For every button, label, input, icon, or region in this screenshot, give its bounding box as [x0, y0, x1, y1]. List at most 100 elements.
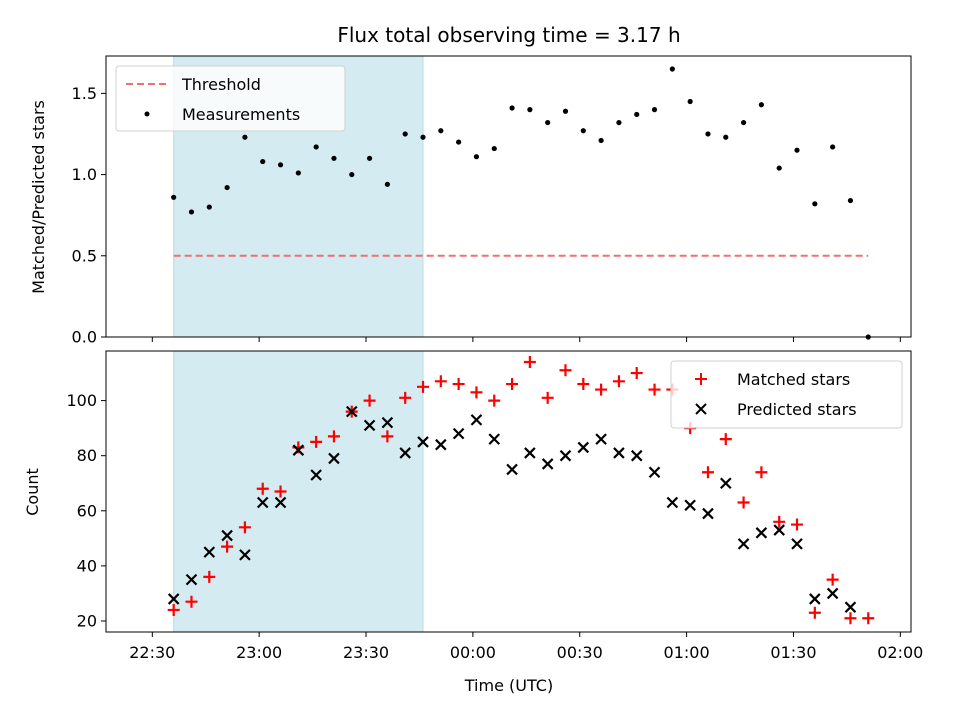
measurement-point [491, 145, 497, 152]
top-panel: 0.0 0.5 1.0 1.5 Flux total observing time =… [29, 23, 912, 347]
matched-star-point [327, 430, 340, 443]
matched-star-point [238, 521, 251, 534]
matched-star-point [844, 612, 857, 625]
x-tick-label: 23:30 [343, 643, 389, 662]
legend-predicted-swatch [695, 403, 707, 415]
bottom-y-tick-label: 80 [77, 446, 97, 465]
predicted-star-point [791, 538, 803, 550]
measurement-point [295, 170, 301, 176]
measurement-point [277, 162, 284, 168]
predicted-star-point [773, 524, 785, 536]
top-y-tick-label: 0.5 [72, 246, 97, 265]
matched-star-point [221, 540, 234, 553]
bottom-observing-span [173, 350, 424, 633]
measurement-point [794, 147, 800, 153]
measurement-point [420, 134, 426, 140]
bottom-x-ticks: 22:30 23:00 23:30 00:00 00:30 01:00 01:30 02:00 [129, 632, 923, 662]
predicted-star-point [595, 433, 607, 445]
matched-star-point [559, 364, 572, 377]
matched-star-point [452, 378, 465, 391]
measurement-point [669, 66, 675, 72]
predicted-star-point [399, 447, 411, 459]
predicted-star-point [541, 458, 554, 470]
bottom-panel: 20 40 60 80 100 22:30 23:00 23:30 00:00 00:30 01:… [23, 350, 923, 695]
measurement-point [527, 107, 533, 113]
x-axis-label: Time (UTC) [464, 676, 553, 695]
bottom-y-tick-label: 100 [66, 391, 97, 410]
matched-star-point [381, 430, 394, 443]
predicted-star-point [203, 546, 216, 558]
x-tick-label: 00:30 [557, 643, 603, 662]
top-y-axis-label: Matched/Predicted stars [29, 100, 48, 294]
matched-star-point [274, 485, 287, 498]
measurement-point [456, 139, 462, 145]
predicted-star-point [720, 477, 732, 490]
measurement-point [687, 98, 693, 105]
x-tick-label: 23:00 [236, 643, 282, 662]
predicted-star-point [559, 449, 572, 462]
bottom-axes-frame [105, 350, 912, 633]
predicted-star-point [809, 593, 821, 605]
bottom-y-tick-label: 20 [77, 611, 97, 630]
matched-star-point [523, 356, 536, 369]
predicted-star-point [577, 441, 590, 454]
top-axes-frame [105, 55, 912, 338]
top-y-ticks: 0.0 0.5 1.0 1.5 [72, 84, 106, 347]
matched-star-point [737, 496, 750, 509]
measurement-point [188, 209, 195, 215]
predicted-star-point [292, 444, 305, 456]
bottom-legend-box [670, 360, 903, 429]
predicted-star-point [345, 405, 358, 418]
predicted-star-point [167, 593, 180, 605]
measurement-point [473, 154, 480, 160]
measurement-point [616, 119, 622, 126]
legend-threshold-label: Threshold [181, 75, 261, 94]
matched-star-point [701, 466, 714, 479]
predicted-star-point [630, 449, 643, 462]
matched-star-point [612, 375, 625, 388]
measurement-point [224, 184, 230, 191]
measurement-points [171, 66, 871, 340]
matched-star-point [826, 573, 839, 586]
measurement-point [598, 137, 604, 144]
matched-star-point [773, 515, 786, 528]
predicted-star-point [844, 601, 857, 613]
measurement-point [313, 144, 319, 150]
x-tick-label: 01:00 [664, 643, 710, 662]
measurement-point [634, 111, 640, 118]
measurement-point [349, 171, 355, 178]
measurement-point [651, 107, 658, 113]
predicted-star-point [506, 463, 518, 476]
predicted-star-point [310, 469, 322, 481]
top-legend-box [115, 65, 346, 132]
measurement-point [242, 134, 248, 140]
measurement-point [206, 204, 212, 210]
bottom-y-ticks: 20 40 60 80 100 [66, 391, 106, 630]
x-tick-label: 22:30 [129, 643, 175, 662]
predicted-star-point [702, 507, 714, 520]
bottom-y-tick-label: 60 [77, 501, 97, 520]
measurement-point [580, 128, 586, 134]
matched-star-point [577, 378, 590, 391]
measurement-point [438, 128, 444, 134]
predicted-star-point [274, 496, 287, 509]
legend-predicted-label: Predicted stars [737, 400, 857, 419]
measurement-point [740, 119, 747, 126]
matched-star-point [541, 391, 554, 404]
x-tick-label: 00:00 [450, 643, 496, 662]
legend-measurements-swatch [144, 111, 150, 117]
measurement-point [562, 108, 569, 114]
predicted-star-point [755, 527, 768, 539]
matched-star-point [363, 394, 376, 407]
predicted-star-point [363, 419, 376, 432]
matched-star-point [470, 386, 483, 399]
measurement-point [402, 131, 408, 137]
matched-star-point [417, 380, 430, 393]
predicted-star-point [737, 538, 750, 550]
predicted-star-point [381, 416, 394, 429]
predicted-star-point [452, 427, 465, 440]
predicted-star-point [666, 496, 679, 509]
x-tick-label: 01:30 [770, 643, 816, 662]
legend-measurements-label: Measurements [182, 105, 300, 124]
